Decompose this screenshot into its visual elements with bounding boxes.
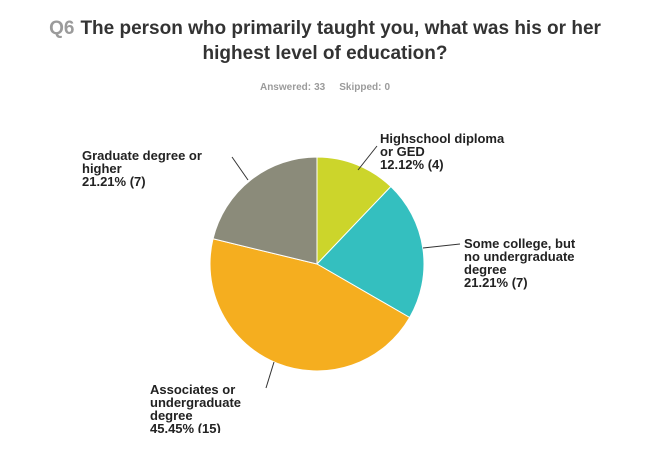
pie-slice-4	[212, 156, 318, 265]
skipped-label: Skipped:	[339, 82, 382, 93]
slice-label-line-4: Graduate degree or	[82, 148, 202, 163]
leader-line-1	[357, 145, 378, 171]
slice-label-line-2: degree	[464, 262, 507, 277]
pie-chart: Highschool diploma or GED 12.12% (4) Some c…	[82, 131, 576, 433]
chart-area: Highschool diploma or GED 12.12% (4) Some c…	[82, 131, 576, 433]
response-stats: Answered: 33 Skipped: 0	[0, 82, 650, 93]
slice-label-2: Some college, but no undergraduate degree 2…	[464, 236, 576, 290]
question-title-text-1: The person who primarily taught you, wha…	[80, 18, 601, 39]
pie-slice-1	[316, 156, 392, 266]
slice-label-line-3: undergraduate	[150, 395, 241, 410]
slice-label-line-2: Some college, but	[464, 236, 576, 251]
slice-label-line-1: or GED	[380, 144, 425, 159]
pie-slice-3	[209, 238, 411, 372]
leader-line-3	[265, 361, 275, 389]
slice-label-line-3: degree	[150, 408, 193, 423]
skipped-count: 0	[384, 82, 391, 93]
pie-slice-2	[316, 185, 425, 319]
slice-percent-1: 12.12% (4)	[380, 157, 444, 172]
slice-label-1: Highschool diploma or GED 12.12% (4)	[380, 131, 505, 172]
slice-label-line-2: no undergraduate	[464, 249, 575, 264]
slice-percent-3: 45.45% (15)	[150, 421, 221, 433]
question-title-line-1: Q6 The person who primarily taught you, w…	[0, 16, 650, 41]
question-header: Q6 The person who primarily taught you, w…	[0, 16, 650, 66]
question-number: Q6	[49, 18, 75, 39]
question-title-line-2: highest level of education?	[202, 43, 448, 64]
slice-label-line-3: Associates or	[150, 382, 235, 397]
leader-line-4	[231, 156, 249, 181]
slice-label-3: Associates or undergraduate degree 45.45% (…	[150, 382, 241, 433]
slice-percent-4: 21.21% (7)	[82, 174, 146, 189]
slice-label-line-1: Highschool diploma	[380, 131, 505, 146]
slice-percent-2: 21.21% (7)	[464, 275, 528, 290]
slice-label-4: Graduate degree or higher 21.21% (7)	[82, 148, 202, 189]
question-title: Q6 The person who primarily taught you, w…	[0, 16, 650, 66]
answered-count: 33	[314, 82, 326, 93]
answered-label: Answered:	[259, 82, 312, 93]
leader-line-2	[422, 243, 461, 249]
slice-label-line-4: higher	[82, 161, 122, 176]
